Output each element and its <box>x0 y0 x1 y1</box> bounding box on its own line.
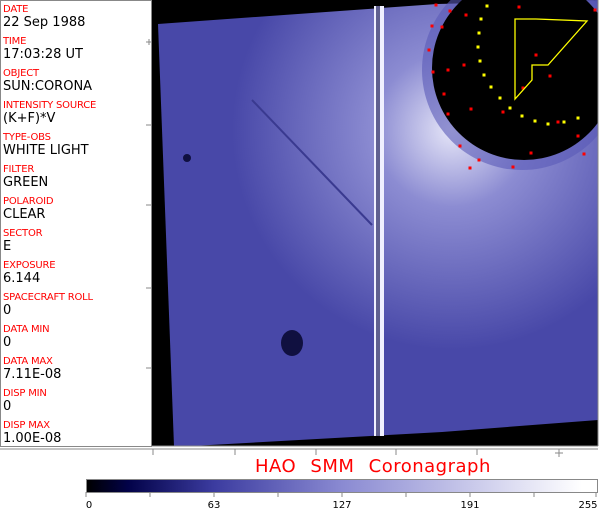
red-marker <box>464 13 468 17</box>
red-marker <box>593 8 597 12</box>
field-value: 0 <box>3 303 12 318</box>
red-marker <box>477 158 481 162</box>
field-label: DISP MIN <box>3 388 47 399</box>
field-intensity-source: INTENSITY SOURCE (K+F)*V <box>3 100 96 126</box>
field-value: 6.144 <box>3 271 41 286</box>
field-time: TIME 17:03:28 UT <box>3 36 83 62</box>
field-value: 17:03:28 UT <box>3 47 83 62</box>
field-data-min: DATA MIN 0 <box>3 324 50 350</box>
coronagraph-image <box>152 0 598 446</box>
red-marker <box>548 74 552 78</box>
colorbar-label: 0 <box>85 500 93 511</box>
red-marker <box>458 144 462 148</box>
colorbar-label: 191 <box>460 500 480 511</box>
field-disp-min: DISP MIN 0 <box>3 388 47 414</box>
dust-spot <box>281 330 303 356</box>
field-value: E <box>3 239 12 254</box>
field-label: DATA MAX <box>3 356 53 367</box>
red-marker <box>576 134 580 138</box>
red-marker <box>529 151 533 155</box>
yellow-marker <box>477 31 481 35</box>
field-value: 0 <box>3 335 12 350</box>
field-polaroid: POLAROID CLEAR <box>3 196 54 222</box>
field-exposure: EXPOSURE 6.144 <box>3 260 56 286</box>
colorbar-label: 127 <box>332 500 352 511</box>
red-marker <box>427 48 431 52</box>
field-label: SECTOR <box>3 228 43 239</box>
colorbar <box>86 479 598 493</box>
red-marker <box>469 107 473 111</box>
field-sector: SECTOR E <box>3 228 43 254</box>
field-label: SPACECRAFT ROLL <box>3 292 93 303</box>
yellow-marker <box>562 120 566 124</box>
yellow-marker <box>489 85 493 89</box>
field-spacecraft-roll: SPACECRAFT ROLL 0 <box>3 292 93 318</box>
yellow-marker <box>533 119 537 123</box>
field-value: 0 <box>3 399 12 414</box>
red-marker <box>448 9 452 13</box>
field-label: DATE <box>3 4 29 15</box>
field-label: TIME <box>3 36 27 47</box>
fiducial-markers <box>427 3 597 170</box>
field-value: CLEAR <box>3 207 46 222</box>
red-marker <box>556 120 560 124</box>
field-value: GREEN <box>3 175 49 190</box>
yellow-marker <box>478 59 482 63</box>
field-date: DATE 22 Sep 1988 <box>3 4 85 30</box>
red-marker <box>468 166 472 170</box>
field-value: 22 Sep 1988 <box>3 15 86 30</box>
red-marker <box>462 63 466 67</box>
field-data-max: DATA MAX 7.11E-08 <box>3 356 61 382</box>
field-disp-max: DISP MAX 1.00E-08 <box>3 420 61 446</box>
yellow-marker <box>482 73 486 77</box>
field-type-obs: TYPE-OBS WHITE LIGHT <box>3 132 89 158</box>
field-label: DATA MIN <box>3 324 50 335</box>
yellow-marker <box>546 122 550 126</box>
red-marker <box>431 70 435 74</box>
colorbar-label: 255 <box>578 500 598 511</box>
field-object: OBJECT SUN:CORONA <box>3 68 92 94</box>
field-filter: FILTER GREEN <box>3 164 48 190</box>
red-marker <box>534 53 538 57</box>
field-value: (K+F)*V <box>3 111 56 126</box>
yellow-marker <box>498 96 502 100</box>
yellow-marker <box>479 17 483 21</box>
yellow-marker <box>476 45 480 49</box>
field-label: EXPOSURE <box>3 260 56 271</box>
colorbar-label: 63 <box>207 500 221 511</box>
field-label: INTENSITY SOURCE <box>3 100 97 111</box>
instrument-title: HAO SMM Coronagraph <box>255 456 491 477</box>
red-marker <box>511 165 515 169</box>
field-value: 1.00E-08 <box>3 431 62 446</box>
red-marker <box>517 5 521 9</box>
field-value: SUN:CORONA <box>3 79 93 94</box>
yellow-marker <box>520 114 524 118</box>
red-marker <box>430 24 434 28</box>
field-label: TYPE-OBS <box>3 132 51 143</box>
red-marker <box>446 112 450 116</box>
red-marker <box>446 68 450 72</box>
info-panel: DATE 22 Sep 1988 TIME 17:03:28 UT OBJECT SUN:… <box>0 0 152 447</box>
field-label: DISP MAX <box>3 420 50 431</box>
field-label: FILTER <box>3 164 35 175</box>
yellow-marker <box>485 4 489 8</box>
red-marker <box>501 110 505 114</box>
red-marker <box>442 92 446 96</box>
red-marker <box>521 86 525 90</box>
sun-center-marker <box>514 18 589 101</box>
yellow-marker <box>508 106 512 110</box>
field-value: WHITE LIGHT <box>3 143 89 158</box>
red-marker <box>582 152 586 156</box>
red-marker <box>440 25 444 29</box>
field-label: POLAROID <box>3 196 54 207</box>
field-label: OBJECT <box>3 68 39 79</box>
field-value: 7.11E-08 <box>3 367 62 382</box>
yellow-marker <box>576 116 580 120</box>
red-marker <box>434 3 438 7</box>
